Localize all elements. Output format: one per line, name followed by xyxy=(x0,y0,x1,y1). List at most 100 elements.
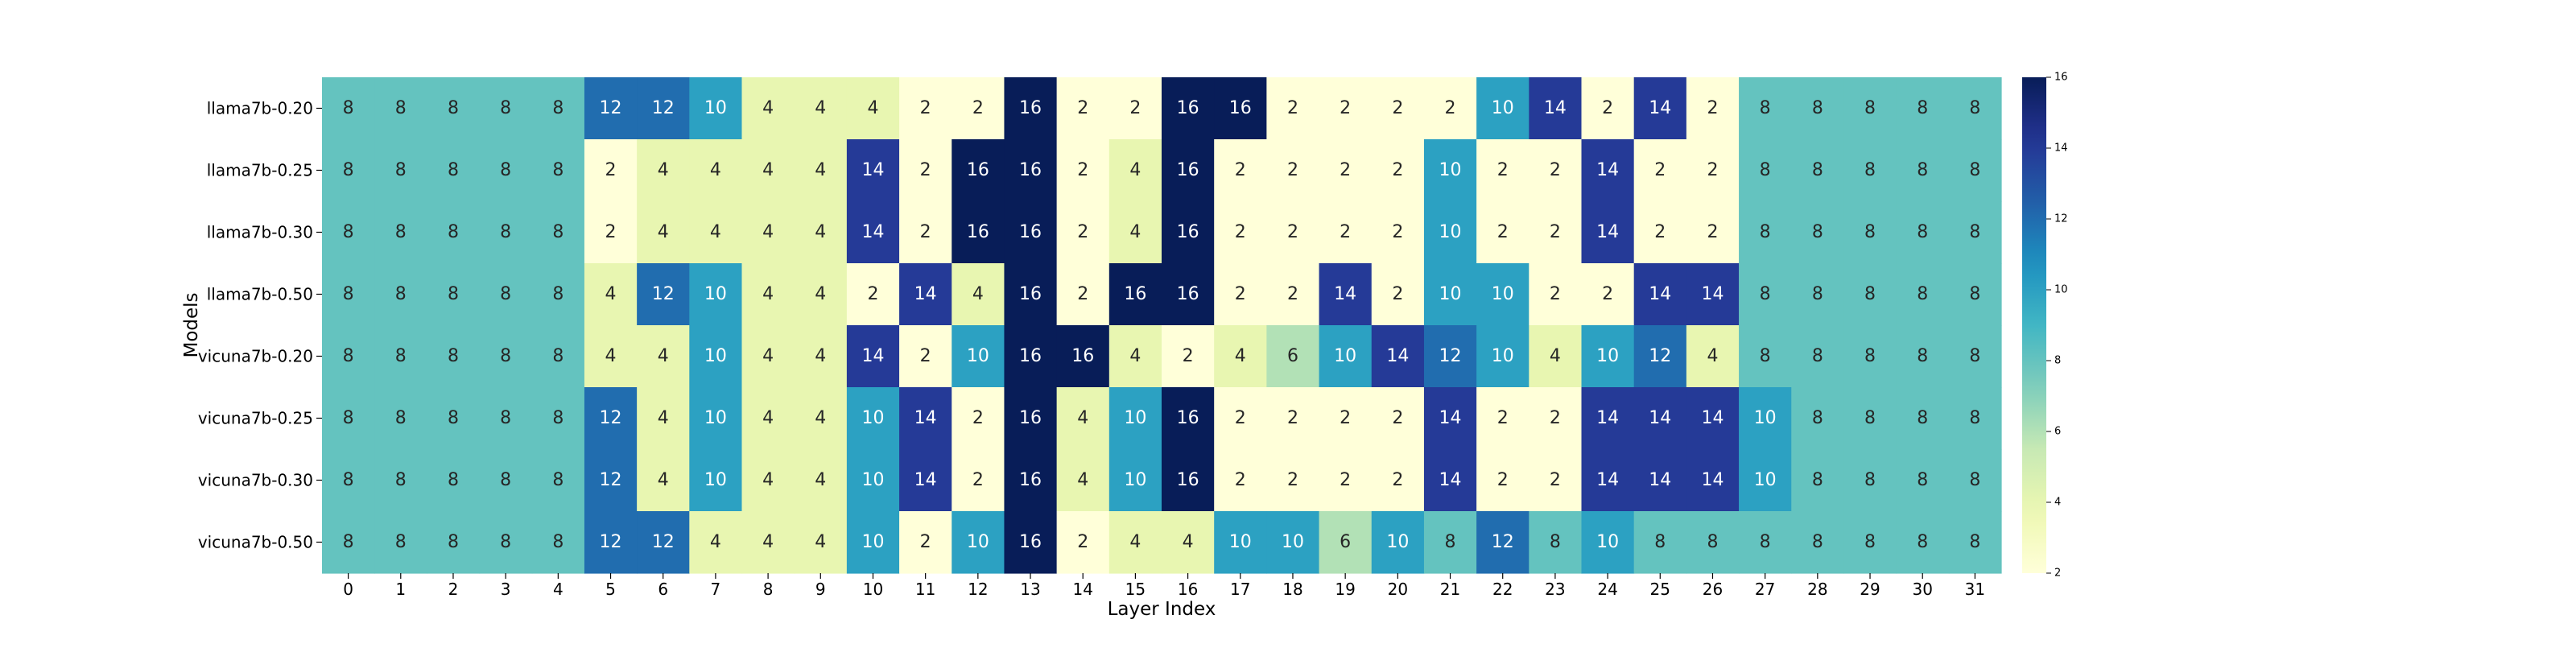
heatmap-cell xyxy=(1266,139,1320,202)
heatmap-cell xyxy=(1423,325,1477,388)
heatmap-cell xyxy=(794,263,848,326)
cell-value-label: 8 xyxy=(1969,222,1980,242)
cell-value-label: 2 xyxy=(920,222,931,242)
heatmap-cell xyxy=(322,77,375,140)
y-tick-label: vicuna7b-0.20 xyxy=(198,347,313,366)
cell-value-label: 10 xyxy=(704,470,727,490)
cell-value-label: 8 xyxy=(1760,532,1771,552)
x-tick-label: 4 xyxy=(553,580,564,599)
y-tick-label: vicuna7b-0.30 xyxy=(198,471,313,490)
cell-value-label: 12 xyxy=(1439,346,1462,366)
heatmap-cell xyxy=(1004,449,1058,512)
heatmap-cell xyxy=(794,77,848,140)
heatmap-cell xyxy=(741,77,795,140)
cell-value-label: 2 xyxy=(1392,222,1403,242)
x-tick-label: 26 xyxy=(1703,580,1723,599)
heatmap-cell xyxy=(1423,387,1477,450)
heatmap-cell xyxy=(1529,77,1583,140)
heatmap-cell xyxy=(427,325,481,388)
heatmap-cell xyxy=(1529,201,1583,264)
cell-value-label: 8 xyxy=(395,470,407,490)
heatmap-cell xyxy=(689,449,743,512)
heatmap-cell xyxy=(1476,201,1530,264)
cell-value-label: 2 xyxy=(1077,222,1088,242)
cell-value-label: 8 xyxy=(395,160,407,180)
cell-value-label: 14 xyxy=(861,222,884,242)
cell-value-label: 4 xyxy=(658,470,669,490)
heatmap-cell xyxy=(1056,77,1110,140)
cell-value-label: 2 xyxy=(1340,470,1351,490)
cell-value-label: 12 xyxy=(1649,346,1671,366)
cell-value-label: 8 xyxy=(1760,284,1771,304)
heatmap-cell xyxy=(1266,449,1320,512)
cell-value-label: 10 xyxy=(1334,346,1356,366)
heatmap-cell xyxy=(1056,387,1110,450)
cell-value-label: 8 xyxy=(343,470,354,490)
cell-value-label: 2 xyxy=(867,284,878,304)
cell-value-label: 4 xyxy=(762,532,774,552)
cell-value-label: 14 xyxy=(1649,98,1671,118)
heatmap-cell xyxy=(741,263,795,326)
y-tick-label: llama7b-0.50 xyxy=(207,285,313,304)
heatmap-cell xyxy=(322,201,375,264)
colorbar-tick-label: 8 xyxy=(2054,355,2061,367)
cell-value-label: 2 xyxy=(1707,222,1718,242)
x-tick-label: 5 xyxy=(605,580,616,599)
heatmap-cell xyxy=(1896,77,1950,140)
cell-value-label: 10 xyxy=(704,284,727,304)
heatmap-cell xyxy=(952,263,1005,326)
cell-value-label: 8 xyxy=(1760,222,1771,242)
x-tick-label: 12 xyxy=(968,580,988,599)
x-tick-label: 13 xyxy=(1020,580,1040,599)
cell-value-label: 4 xyxy=(815,532,826,552)
cell-value-label: 8 xyxy=(1812,408,1823,428)
heatmap-cell xyxy=(1423,201,1477,264)
heatmap-cell xyxy=(1843,139,1897,202)
heatmap-cell xyxy=(794,449,848,512)
cell-value-label: 4 xyxy=(762,160,774,180)
heatmap-cell xyxy=(1371,325,1425,388)
cell-value-label: 2 xyxy=(1550,284,1561,304)
heatmap-cell xyxy=(1633,511,1687,574)
cell-value-label: 16 xyxy=(1177,470,1199,490)
heatmap-cell xyxy=(1843,511,1897,574)
cell-value-label: 4 xyxy=(1129,346,1141,366)
cell-value-label: 8 xyxy=(448,346,459,366)
cell-value-label: 14 xyxy=(1649,408,1671,428)
cell-value-label: 10 xyxy=(704,408,727,428)
cell-value-label: 2 xyxy=(1550,160,1561,180)
heatmap-cell xyxy=(531,139,585,202)
y-tick-label: llama7b-0.30 xyxy=(207,223,313,242)
heatmap-cell xyxy=(899,201,952,264)
cell-value-label: 4 xyxy=(815,346,826,366)
heatmap-cell xyxy=(1319,325,1373,388)
cell-value-label: 4 xyxy=(1077,470,1088,490)
heatmap-cell xyxy=(1266,263,1320,326)
cell-value-label: 8 xyxy=(448,408,459,428)
cell-value-labels: 8 8 8 8 8 12 12 10 4 4 4 2 2 16 2 2 16 16 2 2 2 2 10 14 2 14 2 8 8 8 8… xyxy=(343,98,1981,552)
heatmap-cell xyxy=(1214,263,1267,326)
heatmap-cell xyxy=(531,325,585,388)
heatmap-cell xyxy=(899,263,952,326)
heatmap-cell xyxy=(1004,139,1058,202)
heatmap-cell xyxy=(1739,139,1792,202)
x-tick-label: 21 xyxy=(1440,580,1460,599)
heatmap-cell xyxy=(846,449,900,512)
cell-value-label: 4 xyxy=(815,408,826,428)
cell-value-label: 8 xyxy=(448,284,459,304)
heatmap-cell xyxy=(741,511,795,574)
heatmap-cell xyxy=(1266,325,1320,388)
cell-value-label: 8 xyxy=(1917,532,1928,552)
heatmap-cell xyxy=(427,201,481,264)
heatmap-cell xyxy=(531,77,585,140)
cell-value-label: 10 xyxy=(1229,532,1252,552)
heatmap-cell xyxy=(427,511,481,574)
x-tick-label: 17 xyxy=(1230,580,1250,599)
heatmap-cell xyxy=(1633,325,1687,388)
heatmap-cell xyxy=(1686,201,1740,264)
cell-value-label: 8 xyxy=(1917,222,1928,242)
colorbar xyxy=(2022,77,2046,573)
x-axis-title: Layer Index xyxy=(1108,599,1216,620)
cell-value-label: 4 xyxy=(815,160,826,180)
cell-value-label: 8 xyxy=(500,222,511,242)
